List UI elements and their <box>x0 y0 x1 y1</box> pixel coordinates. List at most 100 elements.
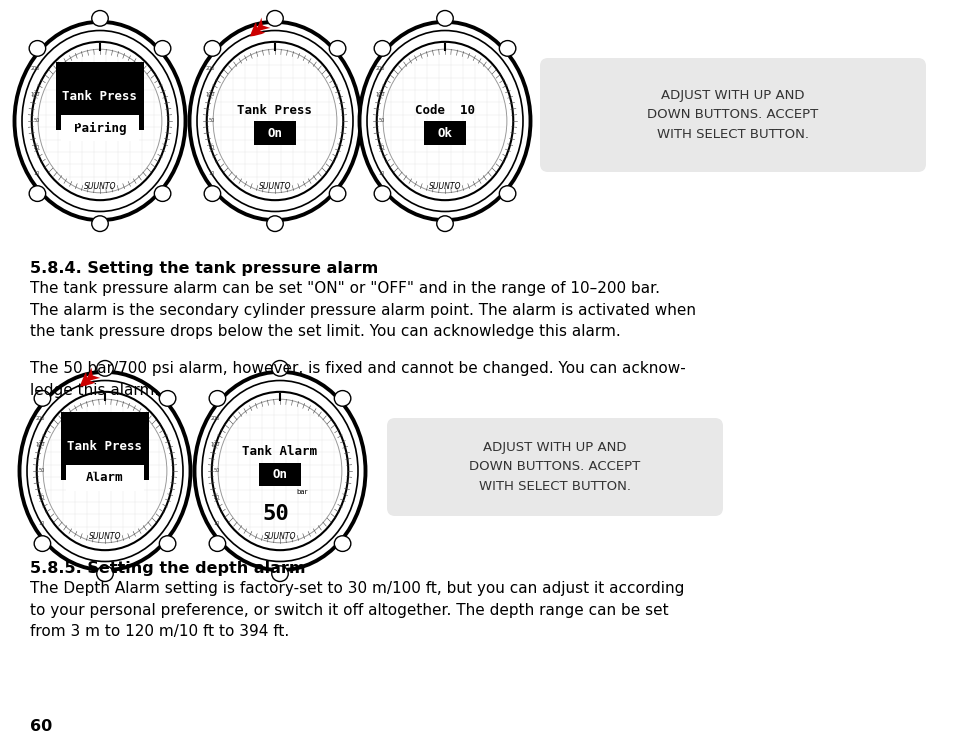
Ellipse shape <box>154 41 171 56</box>
Ellipse shape <box>154 186 171 201</box>
Ellipse shape <box>34 536 51 551</box>
Text: Alarm: Alarm <box>86 472 124 485</box>
Text: 60: 60 <box>30 719 52 734</box>
Ellipse shape <box>14 22 185 220</box>
Text: 20: 20 <box>378 144 385 150</box>
FancyBboxPatch shape <box>539 58 925 172</box>
Text: On: On <box>267 127 282 140</box>
Text: 10: 10 <box>378 171 385 175</box>
Ellipse shape <box>207 42 343 200</box>
Text: 100: 100 <box>375 92 385 98</box>
Text: Tank Press: Tank Press <box>68 440 142 454</box>
Text: The Depth Alarm setting is factory-set to 30 m/100 ft, but you can adjust it acc: The Depth Alarm setting is factory-set t… <box>30 581 683 640</box>
Ellipse shape <box>204 41 220 56</box>
Text: SUUNTO: SUUNTO <box>258 181 291 191</box>
Text: Tank Alarm: Tank Alarm <box>242 445 317 458</box>
Text: SUUNTO: SUUNTO <box>428 181 460 191</box>
Text: Tank Press: Tank Press <box>237 104 313 117</box>
FancyBboxPatch shape <box>61 412 149 480</box>
Text: Code  10: Code 10 <box>415 104 475 117</box>
Text: 200: 200 <box>206 67 214 71</box>
Text: 50: 50 <box>213 469 220 473</box>
Ellipse shape <box>498 41 516 56</box>
Text: The 50 bar/700 psi alarm, however, is fixed and cannot be changed. You can ackno: The 50 bar/700 psi alarm, however, is fi… <box>30 361 685 398</box>
FancyBboxPatch shape <box>66 465 144 491</box>
Ellipse shape <box>159 536 175 551</box>
Ellipse shape <box>498 186 516 201</box>
Ellipse shape <box>96 565 113 581</box>
Ellipse shape <box>334 391 351 406</box>
Text: 20: 20 <box>39 494 45 500</box>
Text: 50: 50 <box>33 119 40 123</box>
Ellipse shape <box>272 361 288 376</box>
Text: 20: 20 <box>33 144 40 150</box>
Ellipse shape <box>272 565 288 581</box>
Text: 10: 10 <box>39 521 45 525</box>
Text: 100: 100 <box>211 442 220 448</box>
Text: Pairing: Pairing <box>73 122 126 135</box>
FancyBboxPatch shape <box>424 121 465 145</box>
Text: 100: 100 <box>30 92 40 98</box>
Ellipse shape <box>436 215 453 231</box>
Ellipse shape <box>159 391 175 406</box>
Text: ADJUST WITH UP AND
DOWN BUTTONS. ACCEPT
WITH SELECT BUTTON.: ADJUST WITH UP AND DOWN BUTTONS. ACCEPT … <box>647 89 818 141</box>
Text: ■———————: ■——————— <box>73 117 113 126</box>
Text: Tank Press: Tank Press <box>63 90 137 104</box>
FancyBboxPatch shape <box>55 62 144 130</box>
Ellipse shape <box>34 391 51 406</box>
Text: ADJUST WITH UP AND
DOWN BUTTONS. ACCEPT
WITH SELECT BUTTON.: ADJUST WITH UP AND DOWN BUTTONS. ACCEPT … <box>469 442 640 492</box>
Text: 20: 20 <box>209 144 214 150</box>
Ellipse shape <box>329 41 346 56</box>
Text: 50: 50 <box>39 469 45 473</box>
Ellipse shape <box>30 186 46 201</box>
Ellipse shape <box>194 372 365 570</box>
Text: 20: 20 <box>213 494 220 500</box>
Ellipse shape <box>209 391 226 406</box>
Ellipse shape <box>436 11 453 26</box>
Text: SUUNTO: SUUNTO <box>263 531 296 541</box>
Ellipse shape <box>267 11 283 26</box>
Text: 5.8.5. Setting the depth alarm: 5.8.5. Setting the depth alarm <box>30 561 305 576</box>
FancyBboxPatch shape <box>259 463 300 486</box>
Text: 50: 50 <box>378 119 385 123</box>
Text: 200: 200 <box>211 417 220 421</box>
Text: SUUNTO: SUUNTO <box>89 531 121 541</box>
Text: 10: 10 <box>33 171 40 175</box>
Ellipse shape <box>204 186 220 201</box>
Text: 50: 50 <box>209 119 214 123</box>
Text: 10: 10 <box>209 171 214 175</box>
Ellipse shape <box>96 361 113 376</box>
Text: On: On <box>273 468 287 481</box>
Text: ■———————: ■——————— <box>78 467 118 476</box>
FancyBboxPatch shape <box>387 418 722 516</box>
Text: 100: 100 <box>35 442 45 448</box>
Ellipse shape <box>91 11 108 26</box>
Ellipse shape <box>30 41 46 56</box>
Ellipse shape <box>334 536 351 551</box>
Ellipse shape <box>212 392 348 550</box>
Ellipse shape <box>209 536 226 551</box>
Text: 200: 200 <box>375 67 385 71</box>
Text: 50: 50 <box>263 504 290 525</box>
Text: 200: 200 <box>35 417 45 421</box>
Ellipse shape <box>376 42 513 200</box>
Ellipse shape <box>91 215 108 231</box>
Ellipse shape <box>19 372 191 570</box>
Ellipse shape <box>374 186 391 201</box>
Ellipse shape <box>359 22 530 220</box>
Text: 5.8.4. Setting the tank pressure alarm: 5.8.4. Setting the tank pressure alarm <box>30 261 377 276</box>
Text: The tank pressure alarm can be set "ON" or "OFF" and in the range of 10–200 bar.: The tank pressure alarm can be set "ON" … <box>30 281 696 339</box>
Ellipse shape <box>267 215 283 231</box>
FancyBboxPatch shape <box>254 121 295 145</box>
Ellipse shape <box>329 186 346 201</box>
FancyBboxPatch shape <box>61 115 139 141</box>
Ellipse shape <box>374 41 391 56</box>
Ellipse shape <box>37 392 173 550</box>
Text: Ok: Ok <box>437 127 452 140</box>
Text: bar: bar <box>296 489 308 495</box>
Text: SUUNTO: SUUNTO <box>84 181 116 191</box>
Text: 10: 10 <box>213 521 220 525</box>
Text: 100: 100 <box>206 92 214 98</box>
Text: 200: 200 <box>30 67 40 71</box>
Ellipse shape <box>190 22 360 220</box>
